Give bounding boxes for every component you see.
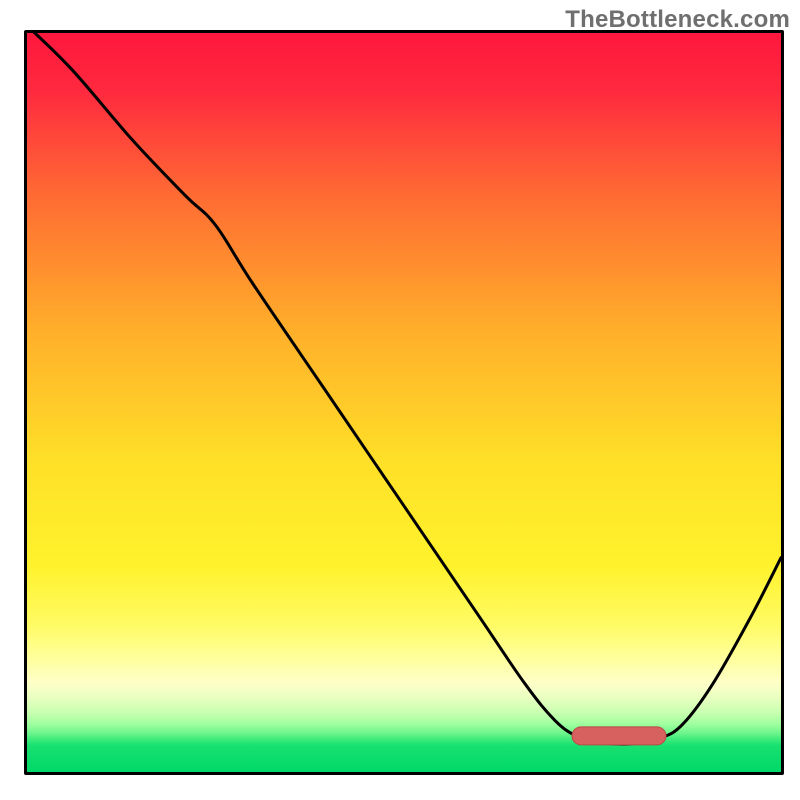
curve-layer [27, 33, 781, 772]
optimal-marker [571, 726, 666, 745]
bottleneck-curve [27, 33, 781, 744]
chart-stage: TheBottleneck.com [0, 0, 800, 800]
watermark-text: TheBottleneck.com [565, 6, 790, 34]
plot-outer [24, 30, 784, 775]
plot-box [24, 30, 784, 775]
